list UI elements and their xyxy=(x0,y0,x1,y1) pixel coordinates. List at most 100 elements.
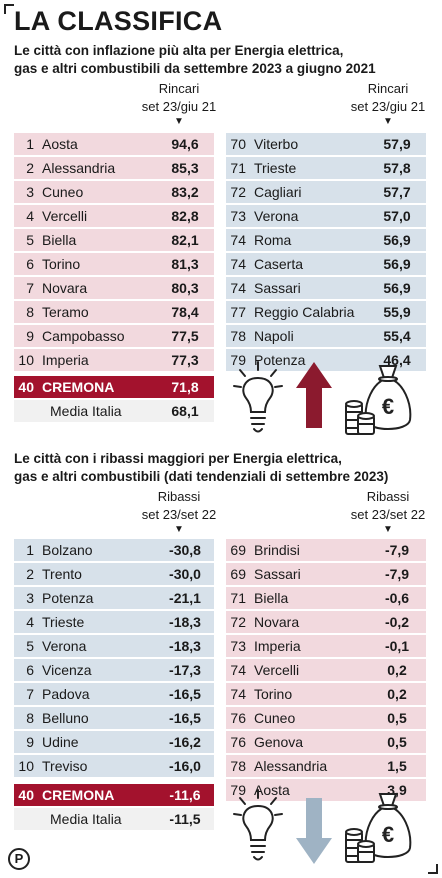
city: Napoli xyxy=(254,328,294,344)
value: -7,9 xyxy=(384,566,410,582)
rank: 76 xyxy=(230,734,246,750)
media-italia-row: Media Italia 68,1 xyxy=(14,400,214,422)
value: 55,4 xyxy=(383,328,411,344)
cremona-row: 40 CREMONA 71,8 xyxy=(14,376,214,398)
table-row: 74 Caserta 56,9 xyxy=(226,253,426,275)
table-row: 1 Aosta 94,6 xyxy=(14,133,214,155)
value: -16,5 xyxy=(169,686,201,702)
value: 78,4 xyxy=(171,304,199,320)
rank: 74 xyxy=(230,256,246,272)
table-row: 6 Torino 81,3 xyxy=(14,253,214,275)
value: -11,5 xyxy=(169,811,201,827)
rank: 3 xyxy=(26,590,34,606)
city: Genova xyxy=(254,734,304,750)
city: Vercelli xyxy=(42,208,88,224)
table-row: 69 Brindisi -7,9 xyxy=(226,539,426,561)
value: -7,9 xyxy=(384,542,410,558)
column-header: Ribassi set 23/set 22 ▼ xyxy=(338,488,438,536)
rank: 69 xyxy=(230,542,246,558)
rank: 7 xyxy=(26,280,34,296)
rank: 71 xyxy=(230,590,246,606)
table-row: 9 Campobasso 77,5 xyxy=(14,325,214,347)
table-row: 8 Teramo 78,4 xyxy=(14,301,214,323)
table-row: 71 Biella -0,6 xyxy=(226,587,426,609)
table-row: 74 Vercelli 0,2 xyxy=(226,659,426,681)
value: 57,0 xyxy=(383,208,411,224)
rank: 74 xyxy=(230,280,246,296)
value: 46,4 xyxy=(383,352,411,368)
value: 82,8 xyxy=(171,208,199,224)
rank: 2 xyxy=(26,160,34,176)
rank: 74 xyxy=(230,662,246,678)
down-triangle-icon: ▼ xyxy=(383,524,393,535)
lightbulb-icon xyxy=(232,788,284,871)
value: 80,3 xyxy=(171,280,199,296)
city: Torino xyxy=(254,686,293,702)
table-row: 4 Vercelli 82,8 xyxy=(14,205,214,227)
value: -30,8 xyxy=(169,542,201,558)
city: Aosta xyxy=(254,782,290,798)
money-bag-icon: € xyxy=(344,360,432,443)
down-triangle-icon: ▼ xyxy=(174,524,184,535)
rank: 1 xyxy=(26,542,34,558)
value: 0,5 xyxy=(387,734,407,750)
rank: 73 xyxy=(230,638,246,654)
down-triangle-icon: ▼ xyxy=(383,116,393,127)
ranking-table-bottom-left: 1 Bolzano -30,8 2 Trento -30,0 3 Potenza -21,1 4 T… xyxy=(14,539,214,779)
rank: 78 xyxy=(230,328,246,344)
city: Vercelli xyxy=(254,662,300,678)
publisher-logo: P xyxy=(8,848,30,870)
column-period: set 23/set 22 xyxy=(350,507,426,522)
value: 0,5 xyxy=(387,710,407,726)
city: Caserta xyxy=(254,256,304,272)
city: Imperia xyxy=(42,352,89,368)
table-row: 5 Verona -18,3 xyxy=(14,635,214,657)
value: 1,5 xyxy=(387,758,407,774)
city: Imperia xyxy=(254,638,301,654)
city: Campobasso xyxy=(42,328,125,344)
table-row: 4 Trieste -18,3 xyxy=(14,611,214,633)
table-row: 78 Alessandria 1,5 xyxy=(226,755,426,777)
value: -16,0 xyxy=(169,758,201,774)
table-row: 72 Cagliari 57,7 xyxy=(226,181,426,203)
table-row: 6 Vicenza -17,3 xyxy=(14,659,214,681)
value: 0,2 xyxy=(387,662,407,678)
rank: 8 xyxy=(26,710,34,726)
table-row: 2 Alessandria 85,3 xyxy=(14,157,214,179)
table-row: 74 Torino 0,2 xyxy=(226,683,426,705)
table-row: 70 Viterbo 57,9 xyxy=(226,133,426,155)
table-row: 79 Potenza 46,4 xyxy=(226,349,426,371)
value: 85,3 xyxy=(171,160,199,176)
rank: 8 xyxy=(26,304,34,320)
value: 94,6 xyxy=(171,136,199,152)
table-row: 3 Potenza -21,1 xyxy=(14,587,214,609)
city: Cagliari xyxy=(254,184,302,200)
table-row: 76 Genova 0,5 xyxy=(226,731,426,753)
column-label: Rincari xyxy=(367,81,409,96)
value: 71,8 xyxy=(171,379,199,395)
value: -17,3 xyxy=(169,662,201,678)
cremona-row: 40 CREMONA -11,6 xyxy=(14,784,214,806)
table-row: 76 Cuneo 0,5 xyxy=(226,707,426,729)
value: 77,5 xyxy=(171,328,199,344)
subtitle-line: gas e altri combustibili da settembre 20… xyxy=(14,61,376,76)
value: 57,7 xyxy=(383,184,411,200)
city: Padova xyxy=(42,686,90,702)
column-period: set 23/set 22 xyxy=(141,507,217,522)
rank: 69 xyxy=(230,566,246,582)
rank: 77 xyxy=(230,304,246,320)
corner-mark xyxy=(4,4,14,14)
city: Reggio Calabria xyxy=(254,304,355,320)
rank: 79 xyxy=(230,352,246,368)
value: 56,9 xyxy=(383,256,411,272)
rank: 76 xyxy=(230,710,246,726)
rank: 5 xyxy=(26,638,34,654)
table-row: 2 Trento -30,0 xyxy=(14,563,214,585)
city: Aosta xyxy=(42,136,78,152)
rank: 79 xyxy=(230,782,246,798)
rank: 40 xyxy=(18,379,34,395)
table-row: 7 Novara 80,3 xyxy=(14,277,214,299)
table-row: 9 Udine -16,2 xyxy=(14,731,214,753)
subtitle-line: Le città con inflazione più alta per Ene… xyxy=(14,43,344,58)
table-row: 79 Aosta 3,9 xyxy=(226,779,426,801)
